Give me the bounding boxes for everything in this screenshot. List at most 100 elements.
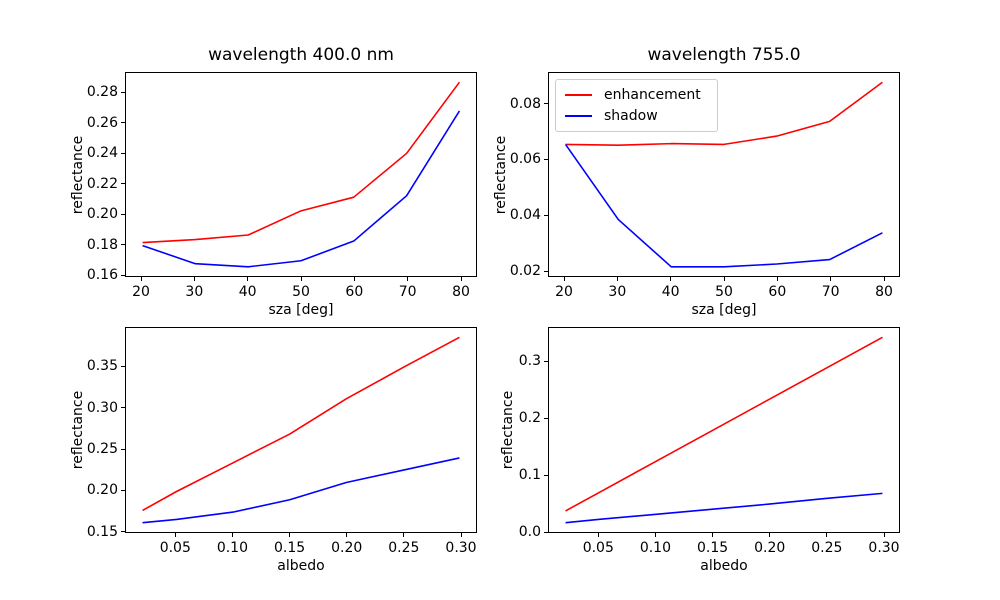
y-tick-mark [121,531,125,533]
x-tick-label: 70 [821,284,840,300]
plot-area [125,327,477,533]
x-tick-mark [247,277,249,281]
y-tick-mark [121,365,125,367]
y-tick-label: 0.20 [86,482,118,499]
x-tick-mark [616,277,618,281]
x-tick-mark [654,533,656,537]
y-tick-label: 0.26 [86,114,118,131]
y-tick-mark [544,360,548,362]
legend-item-shadow: shadow [565,108,707,124]
plot-area [548,327,900,533]
x-tick-label: 0.25 [388,540,420,556]
x-tick-label: 0.15 [696,540,729,556]
series-line-enhancement [565,336,883,512]
series-line-shadow [142,457,460,524]
legend-item-enhancement: enhancement [565,87,707,103]
x-tick-label: 0.25 [811,540,843,556]
legend-label-enhancement: enhancement [604,87,701,103]
x-tick-mark [346,533,348,537]
x-tick-mark [140,277,142,281]
x-tick-mark [563,277,565,281]
plot-title: wavelength 400.0 nm [208,45,394,65]
x-tick-mark [723,277,725,281]
x-axis-label: albedo [277,558,325,574]
y-axis-label: reflectance [500,390,517,470]
y-tick-label: 0.2 [518,410,541,427]
x-tick-mark [769,533,771,537]
x-tick-label: 20 [555,284,573,300]
x-tick-label: 80 [875,284,893,300]
y-tick-mark [121,152,125,154]
x-tick-mark [231,533,233,537]
x-tick-label: 50 [292,284,310,300]
x-tick-label: 0.20 [754,540,786,556]
subplot-albedo-755nm: reflectance albedo 0.05 0.10 0.15 0.20 0.25 0… [500,327,900,574]
y-tick-mark [544,103,548,105]
y-tick-label: 0.3 [518,353,541,370]
x-tick-mark [826,533,828,537]
y-axis-label: reflectance [492,135,509,214]
x-tick-label: 40 [661,284,680,300]
y-tick-label: 0.22 [86,175,118,192]
y-tick-label: 0.25 [86,441,118,458]
y-tick-label: 0.18 [86,236,118,253]
y-tick-label: 0.04 [509,207,541,224]
series-line-enhancement [142,81,461,244]
plot-area [125,72,477,277]
x-tick-label: 0.10 [216,540,248,556]
y-tick-label: 0.02 [509,263,541,280]
y-tick-label: 0.1 [518,467,541,484]
x-tick-mark [460,533,462,537]
y-tick-mark [544,417,548,419]
series-line-shadow [565,492,883,524]
y-tick-mark [121,448,125,450]
y-tick-mark [121,213,125,215]
y-tick-label: 0.35 [86,358,118,375]
y-axis-label: reflectance [69,135,86,214]
y-tick-label: 0.06 [509,151,541,168]
x-tick-mark [403,533,405,537]
y-axis-label: reflectance [69,390,86,470]
x-axis-label: sza [deg] [268,302,334,318]
x-tick-mark [597,533,599,537]
y-tick-label: 0.15 [86,523,118,540]
y-tick-label: 0.28 [86,84,118,100]
x-tick-label: 0.30 [445,540,477,556]
y-tick-mark [121,489,125,491]
series-line-enhancement [565,81,883,146]
x-tick-mark [407,277,409,281]
subplot-wavelength-400nm-sza: wavelength 400.0 nm reflectance sza [deg… [70,45,477,318]
x-tick-label: 0.05 [159,540,191,556]
plot-title: wavelength 755.0 [647,45,801,65]
y-tick-label: 0.20 [86,206,118,223]
legend-line-shadow-icon [565,115,592,117]
y-tick-label: 0.0 [518,524,541,541]
y-tick-mark [121,407,125,409]
y-tick-mark [544,214,548,216]
x-tick-mark [670,277,672,281]
subplot-wavelength-755nm-sza: wavelength 755.0 reflectance sza [deg] e… [493,45,900,318]
x-axis-label: sza [deg] [691,302,757,318]
y-tick-mark [544,158,548,160]
x-tick-label: 40 [238,284,257,300]
x-tick-label: 0.05 [582,540,614,556]
y-tick-label: 0.08 [509,95,541,112]
y-tick-mark [121,91,125,93]
x-tick-mark [712,533,714,537]
y-tick-label: 0.30 [86,399,118,416]
x-tick-mark [300,277,302,281]
y-tick-mark [121,183,125,185]
x-tick-mark [776,277,778,281]
y-tick-label: 0.16 [86,267,118,284]
x-tick-label: 60 [768,284,787,300]
legend: enhancement shadow [555,79,718,132]
y-tick-mark [544,270,548,272]
y-tick-mark [121,122,125,124]
x-tick-mark [883,277,885,281]
y-tick-mark [121,244,125,246]
x-tick-label: 0.20 [331,540,363,556]
series-line-enhancement [142,336,460,512]
x-tick-label: 70 [398,284,417,300]
legend-line-enhancement-icon [565,94,592,96]
